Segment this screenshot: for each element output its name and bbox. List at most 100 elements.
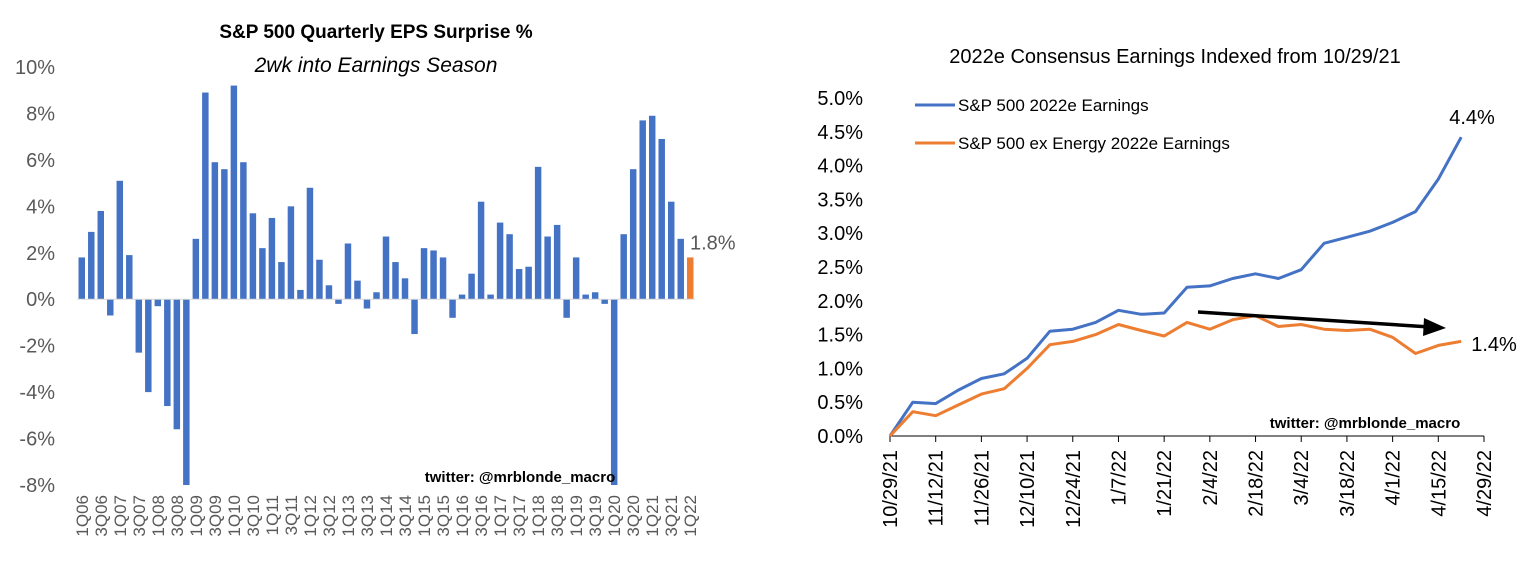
right-x-tick-label: 10/29/21 bbox=[880, 450, 902, 528]
left-x-tick-label: 3Q07 bbox=[130, 495, 149, 537]
right-y-tick-label: 2.5% bbox=[817, 257, 863, 279]
left-bar-1Q09 bbox=[192, 238, 200, 300]
right-x-tick-label: 1/7/22 bbox=[1108, 450, 1130, 506]
left-bar-4Q09 bbox=[221, 169, 228, 300]
right-legend: S&P 500 2022e Earnings S&P 500 ex Energy… bbox=[915, 96, 1230, 153]
left-x-tick-label: 1Q18 bbox=[529, 495, 548, 537]
right-y-axis: 5.0% 4.5% 4.0% 3.5% 3.0% 2.5% 2.0% 1.5% 1.0% 0.5%… bbox=[817, 88, 863, 448]
left-bar-2Q20 bbox=[620, 234, 627, 300]
left-bar-1Q20 bbox=[610, 299, 618, 485]
left-bar-2Q11 bbox=[278, 262, 285, 300]
left-bar-4Q20 bbox=[639, 120, 646, 300]
left-bar-3Q14 bbox=[401, 278, 409, 300]
legend-label-series-1: S&P 500 2022e Earnings bbox=[958, 96, 1149, 115]
left-bar-1Q13 bbox=[344, 243, 352, 300]
left-y-tick-label: -8% bbox=[19, 475, 55, 497]
left-bar-4Q14 bbox=[411, 299, 418, 335]
left-x-tick-label: 3Q12 bbox=[320, 495, 339, 537]
left-x-tick-label: 1Q19 bbox=[567, 495, 586, 537]
left-bar-4Q11 bbox=[297, 289, 304, 300]
right-y-tick-label: 4.0% bbox=[817, 156, 863, 178]
left-bar-4Q18 bbox=[563, 299, 570, 318]
left-bar-2Q12 bbox=[316, 259, 323, 300]
left-bar-1Q06 bbox=[78, 257, 85, 300]
left-bar-4Q10 bbox=[259, 248, 266, 300]
left-bar-1Q21 bbox=[648, 115, 656, 300]
left-bar-1Q11 bbox=[268, 217, 276, 300]
left-bars bbox=[78, 85, 694, 485]
left-y-tick-label: 6% bbox=[26, 150, 55, 172]
left-bar-4Q15 bbox=[449, 299, 456, 318]
right-series-line-1 bbox=[888, 136, 1463, 437]
left-x-tick-label: 3Q21 bbox=[662, 495, 681, 537]
right-y-tick-label: 5.0% bbox=[817, 88, 863, 110]
left-bar-2Q06 bbox=[88, 231, 95, 300]
trend-arrow-shaft bbox=[1197, 310, 1431, 329]
legend-label-series-2: S&P 500 ex Energy 2022e Earnings bbox=[958, 134, 1230, 153]
right-chart-title: 2022e Consensus Earnings Indexed from 10… bbox=[949, 46, 1400, 68]
left-x-tick-label: 1Q09 bbox=[187, 495, 206, 537]
left-x-tick-label: 3Q17 bbox=[510, 495, 529, 537]
left-bar-2Q21 bbox=[658, 138, 665, 300]
left-x-tick-label: 1Q20 bbox=[605, 495, 624, 537]
left-x-tick-label: 1Q08 bbox=[149, 495, 168, 537]
left-bar-2Q13 bbox=[354, 280, 361, 300]
left-bar-1Q17 bbox=[496, 222, 504, 300]
right-end-label-series-1: 4.4% bbox=[1449, 107, 1495, 129]
left-bar-4Q19 bbox=[601, 299, 608, 304]
left-bar-4Q13 bbox=[373, 292, 380, 300]
left-x-tick-label: 3Q18 bbox=[548, 495, 567, 537]
left-bar-3Q07 bbox=[135, 299, 143, 353]
left-chart: S&P 500 Quarterly EPS Surprise % 2wk int… bbox=[15, 22, 736, 537]
left-bar-3Q19 bbox=[591, 292, 599, 300]
left-x-tick-label: 1Q17 bbox=[491, 495, 510, 537]
left-bar-3Q12 bbox=[325, 285, 333, 300]
right-x-tick-label: 2/4/22 bbox=[1200, 450, 1222, 506]
left-bar-4Q21 bbox=[677, 238, 684, 300]
left-chart-title: S&P 500 Quarterly EPS Surprise % bbox=[219, 22, 532, 43]
left-bar-2Q07 bbox=[126, 255, 133, 300]
left-bar-3Q11 bbox=[287, 206, 295, 300]
left-x-tick-label: 3Q16 bbox=[472, 495, 491, 537]
left-x-tick-label: 1Q14 bbox=[377, 495, 396, 537]
right-x-tick-label: 12/24/21 bbox=[1063, 450, 1085, 528]
left-bar-1Q15 bbox=[420, 248, 428, 300]
left-watermark: twitter: @mrblonde_macro bbox=[425, 469, 616, 486]
right-chart: 2022e Consensus Earnings Indexed from 10… bbox=[817, 46, 1517, 528]
left-bar-3Q08 bbox=[173, 299, 181, 430]
left-bar-1Q16 bbox=[458, 294, 466, 300]
left-bar-1Q14 bbox=[382, 236, 390, 300]
left-bar-2Q09 bbox=[202, 92, 209, 300]
right-y-tick-label: 0.0% bbox=[817, 426, 863, 448]
left-bar-3Q16 bbox=[477, 201, 485, 300]
left-bar-3Q09 bbox=[211, 162, 219, 300]
left-bar-2Q18 bbox=[544, 236, 551, 300]
left-y-tick-label: -6% bbox=[19, 429, 55, 451]
left-bar-4Q16 bbox=[487, 294, 494, 300]
left-x-axis: 1Q06 3Q06 1Q07 3Q07 1Q08 3Q08 1Q09 3Q09 1Q10 3Q10… bbox=[73, 495, 700, 537]
left-bar-4Q07 bbox=[145, 299, 152, 393]
left-bar-1Q12 bbox=[306, 187, 314, 300]
right-x-tick-label: 1/21/22 bbox=[1154, 450, 1176, 517]
left-y-tick-label: -4% bbox=[19, 382, 55, 404]
right-lines bbox=[888, 136, 1463, 438]
left-x-tick-label: 1Q22 bbox=[681, 495, 700, 537]
right-end-label-series-2: 1.4% bbox=[1471, 334, 1517, 356]
right-x-tick-label: 3/4/22 bbox=[1291, 450, 1313, 506]
left-x-tick-label: 3Q19 bbox=[586, 495, 605, 537]
left-y-tick-label: 8% bbox=[26, 103, 55, 125]
left-bar-1Q18 bbox=[534, 166, 542, 300]
right-y-tick-label: 1.0% bbox=[817, 358, 863, 380]
left-y-tick-label: 0% bbox=[26, 289, 55, 311]
left-bar-2Q19 bbox=[582, 294, 589, 300]
right-series-line-2 bbox=[888, 314, 1462, 438]
left-bar-4Q12 bbox=[335, 299, 342, 304]
right-y-tick-label: 4.5% bbox=[817, 122, 863, 144]
left-bar-3Q21 bbox=[667, 201, 675, 300]
right-x-tick-label: 4/15/22 bbox=[1428, 450, 1450, 517]
left-bar-3Q13 bbox=[363, 299, 371, 309]
right-y-tick-label: 1.5% bbox=[817, 325, 863, 347]
left-y-tick-label: 2% bbox=[26, 243, 55, 265]
left-x-tick-label: 3Q08 bbox=[168, 495, 187, 537]
